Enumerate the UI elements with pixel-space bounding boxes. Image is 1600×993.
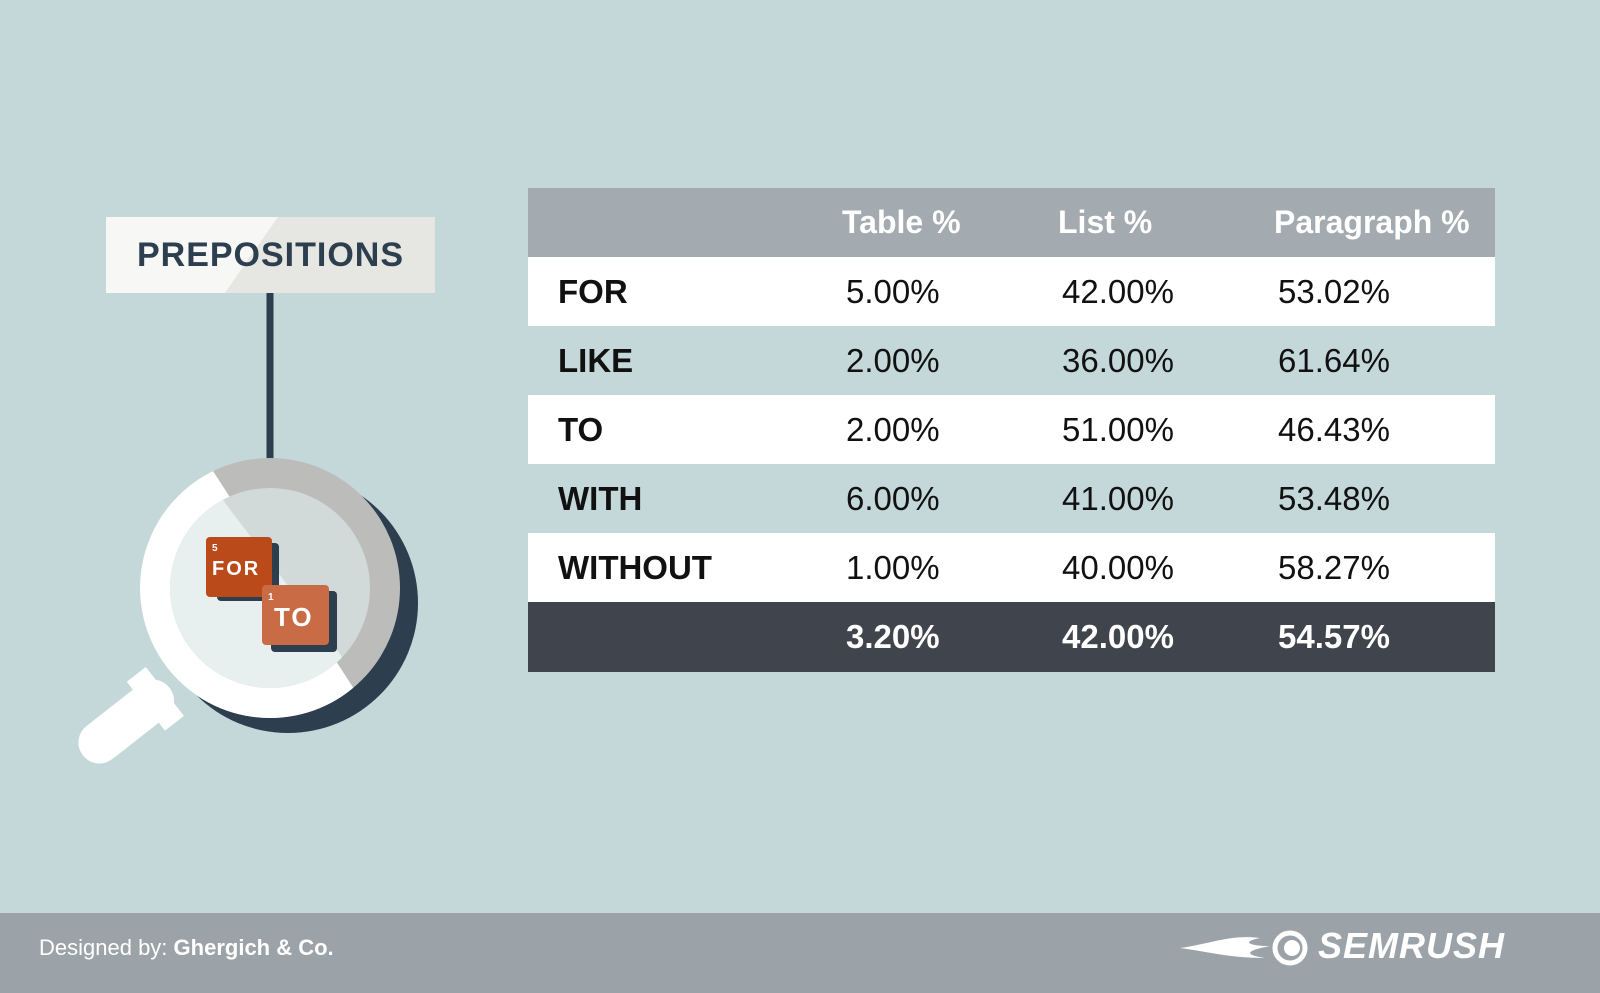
table-row: WITH 6.00% 41.00% 53.48%	[528, 464, 1495, 533]
column-header: Table %	[842, 204, 961, 240]
table-cell: 58.27%	[1278, 548, 1390, 586]
tile-to-label: TO	[274, 602, 314, 632]
table-cell: 40.00%	[1062, 548, 1174, 586]
semrush-flame-icon	[1180, 930, 1308, 966]
row-label: WITH	[558, 479, 643, 517]
magnifier-illustration: 5 FOR 1 TO	[78, 293, 418, 764]
tile-to-number: 1	[268, 592, 274, 603]
table-row: LIKE 2.00% 36.00% 61.64%	[528, 326, 1495, 395]
tile-for-number: 5	[212, 543, 218, 554]
total-cell: 54.57%	[1278, 618, 1390, 655]
table-row: FOR 5.00% 42.00% 53.02%	[528, 257, 1495, 326]
footer: Designed by: Ghergich & Co. SEMRUSH	[0, 913, 1600, 993]
row-label: LIKE	[558, 341, 634, 379]
table-cell: 6.00%	[846, 479, 940, 517]
table-row: TO 2.00% 51.00% 46.43%	[528, 395, 1495, 464]
prepositions-title: PREPOSITIONS	[106, 217, 435, 293]
table-cell: 36.00%	[1062, 341, 1174, 379]
tile-for	[206, 537, 272, 597]
brand-name: SEMRUSH	[1318, 925, 1506, 966]
total-cell: 3.20%	[846, 618, 940, 655]
table-cell: 2.00%	[846, 410, 940, 448]
credit: Designed by: Ghergich & Co.	[39, 935, 334, 961]
table-header: Table % List % Paragraph %	[528, 188, 1495, 257]
table-cell: 46.43%	[1278, 410, 1390, 448]
table-cell: 53.48%	[1278, 479, 1390, 517]
table-cell: 42.00%	[1062, 272, 1174, 310]
table-cell: 53.02%	[1278, 272, 1390, 310]
total-row: 3.20% 42.00% 54.57%	[528, 602, 1495, 672]
table-cell: 51.00%	[1062, 410, 1174, 448]
data-table: Table % List % Paragraph % FOR 5.00% 42.00…	[528, 188, 1495, 672]
tile-to	[262, 585, 329, 645]
designed-by-label: Designed by:	[39, 935, 168, 960]
total-cell: 42.00%	[1062, 618, 1174, 655]
column-header: Paragraph %	[1274, 204, 1470, 240]
tile-for-label: FOR	[212, 558, 260, 580]
table-row: WITHOUT 1.00% 40.00% 58.27%	[528, 533, 1495, 602]
table-cell: 2.00%	[846, 341, 940, 379]
table-cell: 5.00%	[846, 272, 940, 310]
semrush-logo: SEMRUSH	[1180, 925, 1505, 967]
designer-name: Ghergich & Co.	[173, 935, 334, 960]
table-cell: 41.00%	[1062, 479, 1174, 517]
table-cell: 61.64%	[1278, 341, 1390, 379]
column-header: List %	[1058, 204, 1153, 240]
row-label: WITHOUT	[558, 548, 712, 586]
row-label: FOR	[558, 272, 628, 310]
row-label: TO	[558, 410, 604, 448]
table-cell: 1.00%	[846, 548, 940, 586]
